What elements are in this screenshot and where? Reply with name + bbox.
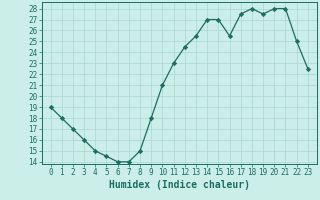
- X-axis label: Humidex (Indice chaleur): Humidex (Indice chaleur): [109, 180, 250, 190]
